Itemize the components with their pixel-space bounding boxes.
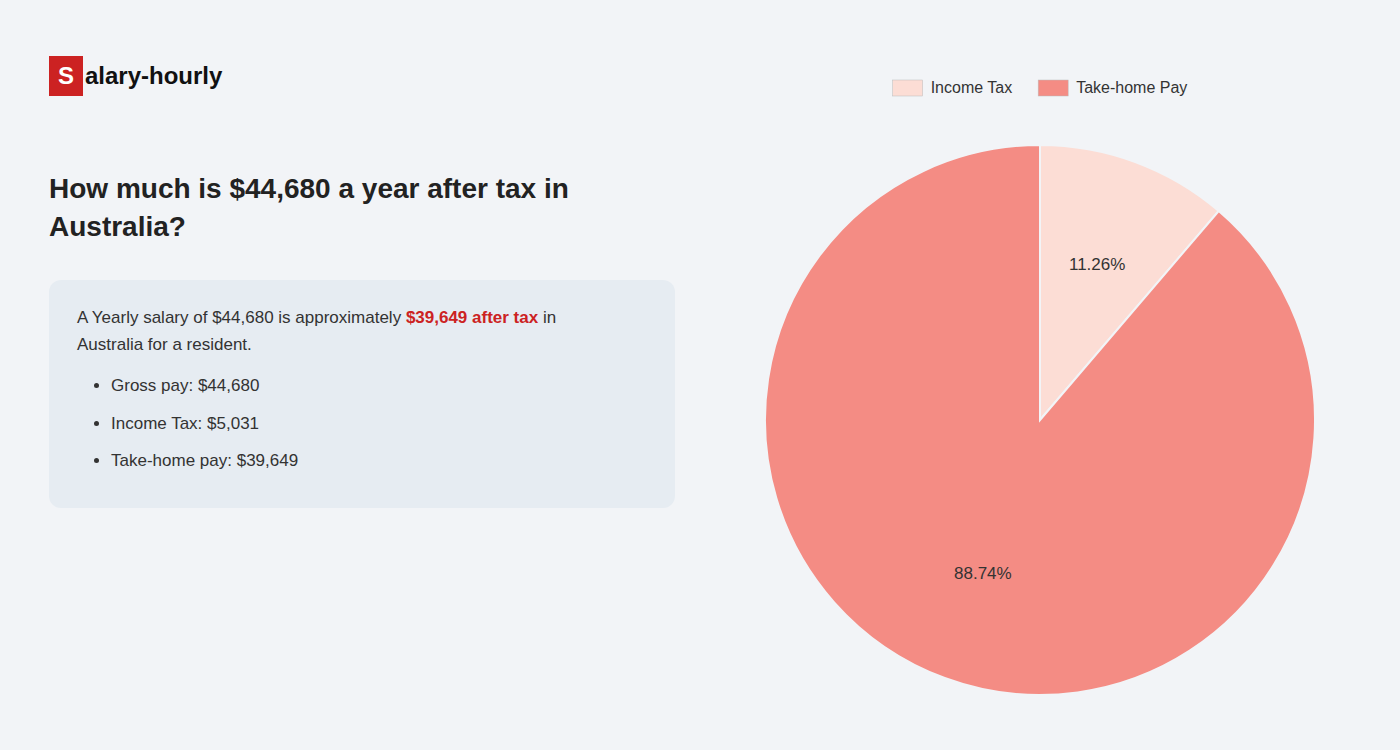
info-highlight: $39,649 after tax (406, 308, 538, 327)
pie-panel: 11.26% 88.74% Income Tax Take-home Pay (700, 0, 1400, 750)
bullet-item: Take-home pay: $39,649 (111, 447, 647, 474)
logo: Salary-hourly (49, 56, 222, 96)
legend-swatch (1038, 80, 1068, 96)
legend-label: Income Tax (931, 79, 1013, 96)
bullet-text: Take-home pay: $39,649 (111, 451, 298, 470)
info-box: A Yearly salary of $44,680 is approximat… (49, 280, 675, 508)
legend-item: Income Tax (893, 79, 1013, 96)
logo-text: alary-hourly (85, 62, 222, 90)
slices (765, 145, 1315, 695)
bullet-text: Income Tax: $5,031 (111, 414, 259, 433)
info-text-part: in (538, 308, 556, 327)
slice-labels: 11.26% 88.74% (954, 255, 1125, 584)
legend: Income Tax Take-home Pay (893, 79, 1188, 96)
info-text: A Yearly salary of $44,680 is approximat… (77, 304, 647, 358)
legend-swatch (893, 80, 923, 96)
bullet-list: Gross pay: $44,680 Income Tax: $5,031 Take… (77, 372, 647, 474)
info-text-part: A Yearly salary of $44,680 is approximat… (77, 308, 406, 327)
bullet-item: Gross pay: $44,680 (111, 372, 647, 399)
bullet-item: Income Tax: $5,031 (111, 410, 647, 437)
pie-chart: 11.26% 88.74% Income Tax Take-home Pay (700, 0, 1400, 750)
slice-label: 88.74% (954, 564, 1012, 583)
slice-label: 11.26% (1069, 255, 1125, 274)
title: How much is $44,680 a year after tax in … (49, 170, 649, 246)
logo-letter: S (49, 56, 83, 96)
bullet-text: Gross pay: $44,680 (111, 376, 259, 395)
info-text-part: Australia for a resident. (77, 335, 252, 354)
legend-item: Take-home Pay (1038, 79, 1187, 96)
text-panel: Salary-hourly How much is $44,680 a year … (0, 0, 700, 750)
legend-label: Take-home Pay (1076, 79, 1187, 96)
pie-slice (765, 145, 1315, 695)
